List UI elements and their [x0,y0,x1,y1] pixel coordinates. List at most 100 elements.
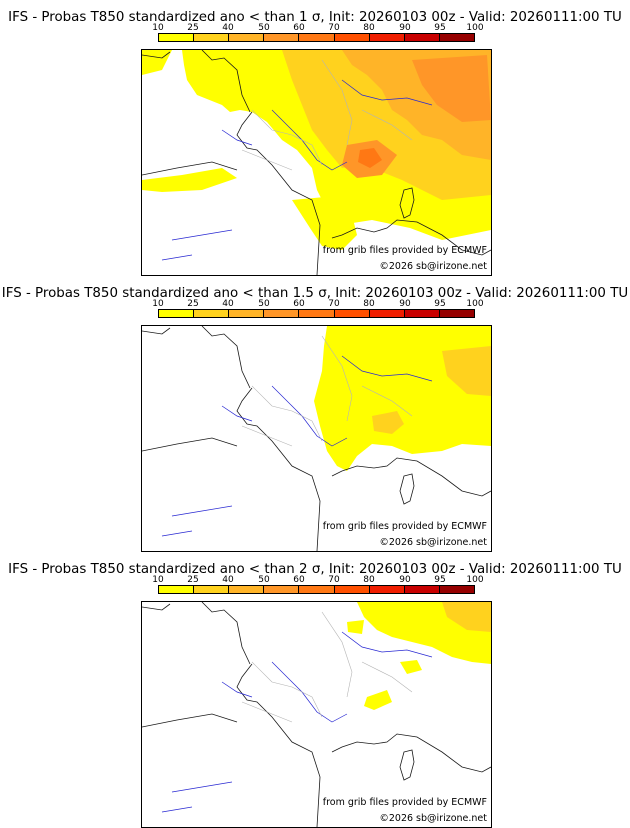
legend-swatch [299,34,335,41]
legend-tick: 60 [293,575,305,585]
coastline [142,602,491,827]
probability-map: from grib files provided by ECMWF ©2026 … [141,601,492,828]
panel-2-sigma: IFS - Probas T850 standardized ano < tha… [0,552,630,828]
legend-tick: 95 [434,299,446,309]
probability-map: from grib files provided by ECMWF ©2026 … [141,49,492,276]
map-canvas [142,602,491,827]
legend-ticks: 10 25 40 50 60 70 80 90 95 100 [152,299,483,310]
legend-swatch [264,586,300,593]
legend-tick: 70 [328,299,340,309]
legend-ticks: 10 25 40 50 60 70 80 90 95 100 [152,23,483,34]
legend-colorbar [158,585,475,594]
legend-swatch [439,34,474,41]
legend-swatch [334,586,370,593]
legend-tick: 95 [434,23,446,33]
legend-tick: 50 [258,575,270,585]
legend-swatch [334,34,370,41]
corsica [399,749,415,781]
legend-tick: 40 [222,23,234,33]
legend-colorbar [158,33,475,42]
legend-tick: 60 [293,23,305,33]
rivers [161,355,433,537]
legend-swatch [439,310,474,317]
corsica [399,473,415,505]
borders [241,59,413,171]
credit-copyright: ©2026 sb@irizone.net [379,813,487,824]
panel-1-sigma: IFS - Probas T850 standardized ano < tha… [0,0,630,276]
borders [241,335,413,447]
credit-source: from grib files provided by ECMWF [322,521,487,532]
shade-10-patch [347,620,364,634]
corsica [399,187,415,219]
legend-tick: 10 [152,575,164,585]
legend-swatch [404,310,440,317]
shade-10-patch [292,195,357,250]
legend-swatch [159,310,195,317]
legend-tick: 90 [399,23,411,33]
shade-10-patch [400,660,422,674]
legend-swatch [264,34,300,41]
legend-tick: 100 [466,23,484,33]
legend-tick: 100 [466,299,484,309]
shade-10-patch [142,168,237,192]
panel-1-5-sigma: IFS - Probas T850 standardized ano < tha… [0,276,630,552]
credit-source: from grib files provided by ECMWF [322,797,487,808]
legend-swatch [369,586,405,593]
legend-swatch [229,34,265,41]
legend-swatch [194,310,230,317]
legend-swatch [404,34,440,41]
legend-tick: 25 [187,23,199,33]
legend-tick: 10 [152,23,164,33]
panel-title: IFS - Probas T850 standardized ano < tha… [8,10,622,25]
legend-swatch [159,34,195,41]
legend-swatch [194,586,230,593]
legend-swatch [194,34,230,41]
legend-tick: 40 [222,299,234,309]
legend-tick: 80 [363,299,375,309]
shade-10 [314,326,491,471]
legend-tick: 100 [466,575,484,585]
rivers [161,79,433,261]
shade-25 [442,602,491,632]
coastline [142,50,491,275]
shade-60-alps [358,148,382,168]
coastline [142,326,491,551]
legend-tick: 70 [328,23,340,33]
legend-swatch [404,586,440,593]
legend-tick: 80 [363,23,375,33]
legend-tick: 70 [328,575,340,585]
legend-tick: 60 [293,299,305,309]
legend-swatch [299,310,335,317]
legend-swatch [299,586,335,593]
map-canvas [142,326,491,551]
borders [241,611,413,723]
shade-50 [412,55,491,122]
legend-swatch [229,586,265,593]
shade-25-alps [372,411,404,434]
legend-swatch [369,34,405,41]
legend-tick: 40 [222,575,234,585]
legend-swatch [159,586,195,593]
shade-25 [442,346,491,396]
legend-tick: 25 [187,299,199,309]
legend-tick: 10 [152,299,164,309]
credit-copyright: ©2026 sb@irizone.net [379,261,487,272]
panel-title: IFS - Probas T850 standardized ano < tha… [8,562,622,577]
legend-swatch [334,310,370,317]
legend-tick: 95 [434,575,446,585]
legend-swatch [229,310,265,317]
legend-swatch [264,310,300,317]
legend-colorbar [158,309,475,318]
legend-tick: 90 [399,575,411,585]
legend-tick: 90 [399,299,411,309]
map-canvas [142,50,491,275]
legend-ticks: 10 25 40 50 60 70 80 90 95 100 [152,575,483,586]
legend-tick: 25 [187,575,199,585]
legend-tick: 80 [363,575,375,585]
panel-title: IFS - Probas T850 standardized ano < tha… [1,286,629,301]
legend-tick: 50 [258,299,270,309]
probability-map: from grib files provided by ECMWF ©2026 … [141,325,492,552]
legend-swatch [439,586,474,593]
credit-copyright: ©2026 sb@irizone.net [379,537,487,548]
rivers [161,631,433,813]
